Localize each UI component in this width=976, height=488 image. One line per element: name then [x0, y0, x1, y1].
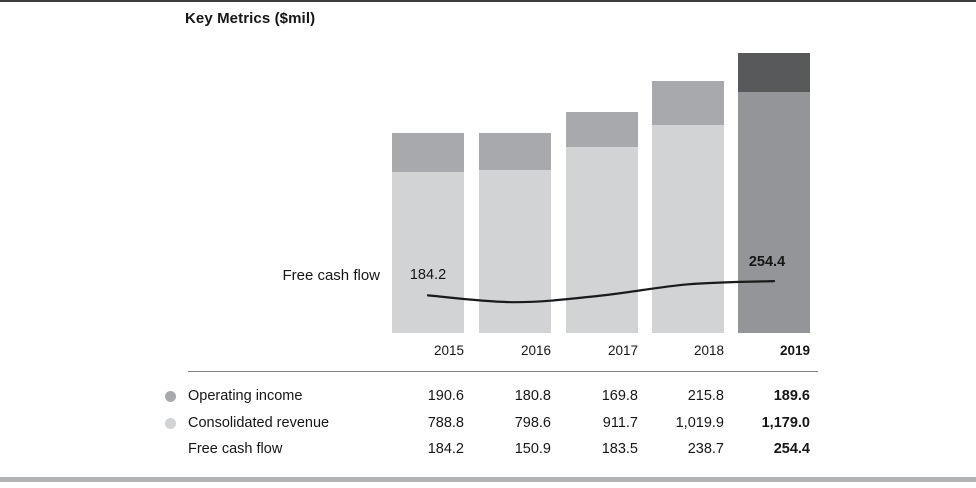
x-axis-label: 2017: [607, 343, 638, 358]
bar-segment-operating-income: [392, 133, 464, 172]
x-axis-label: 2016: [520, 343, 551, 358]
value-cell: 189.6: [773, 388, 810, 404]
line-first-value-label: 184.2: [409, 267, 447, 283]
x-axis-label: 2018: [693, 343, 724, 358]
top-rule: [0, 0, 976, 2]
bar-segment-operating-income: [566, 112, 638, 147]
x-axis-label: 2015: [433, 343, 464, 358]
bar-segment-consolidated-revenue: [652, 125, 724, 333]
bar-segment-consolidated-revenue: [479, 170, 551, 333]
value-cell: 169.8: [601, 388, 638, 404]
value-cell: 1,019.9: [675, 415, 724, 431]
value-cell: 150.9: [514, 441, 551, 457]
legend-bullet: [165, 417, 176, 429]
line-last-value-label: 254.4: [748, 254, 786, 270]
value-cell: 180.8: [514, 388, 551, 404]
table-row: Free cash flow 184.2 150.9 183.5 238.7 254.4: [0, 439, 976, 459]
chart-title: Key Metrics ($mil): [185, 10, 316, 27]
value-cell: 183.5: [601, 441, 638, 457]
value-cell: 798.6: [514, 415, 551, 431]
bar-segment-operating-income: [652, 81, 724, 125]
row-label: Consolidated revenue: [188, 415, 330, 431]
legend-bullet: [165, 390, 176, 402]
value-cell: 215.8: [687, 388, 724, 404]
bar-segment-consolidated-revenue: [392, 172, 464, 333]
bar-segment-operating-income: [738, 53, 810, 92]
x-axis-label: 2019: [779, 343, 810, 358]
value-cell: 911.7: [602, 415, 638, 431]
bottom-rule: [0, 477, 976, 482]
bar-segment-consolidated-revenue: [738, 92, 810, 333]
row-label: Free cash flow: [188, 441, 283, 457]
table-row: Operating income 190.6 180.8 169.8 215.8 189.…: [0, 386, 976, 406]
bar-segment-consolidated-revenue: [566, 147, 638, 333]
value-cell: 254.4: [773, 441, 810, 457]
value-cell: 1,179.0: [761, 415, 810, 431]
table-row: Consolidated revenue 788.8 798.6 911.7 1,019…: [0, 413, 976, 433]
line-series-label: Free cash flow: [282, 267, 380, 284]
table-top-rule: [188, 371, 818, 372]
value-cell: 190.6: [427, 388, 464, 404]
value-cell: 238.7: [687, 441, 724, 457]
bar-segment-operating-income: [479, 133, 551, 170]
value-cell: 788.8: [427, 415, 464, 431]
row-label: Operating income: [188, 388, 303, 404]
value-cell: 184.2: [427, 441, 464, 457]
